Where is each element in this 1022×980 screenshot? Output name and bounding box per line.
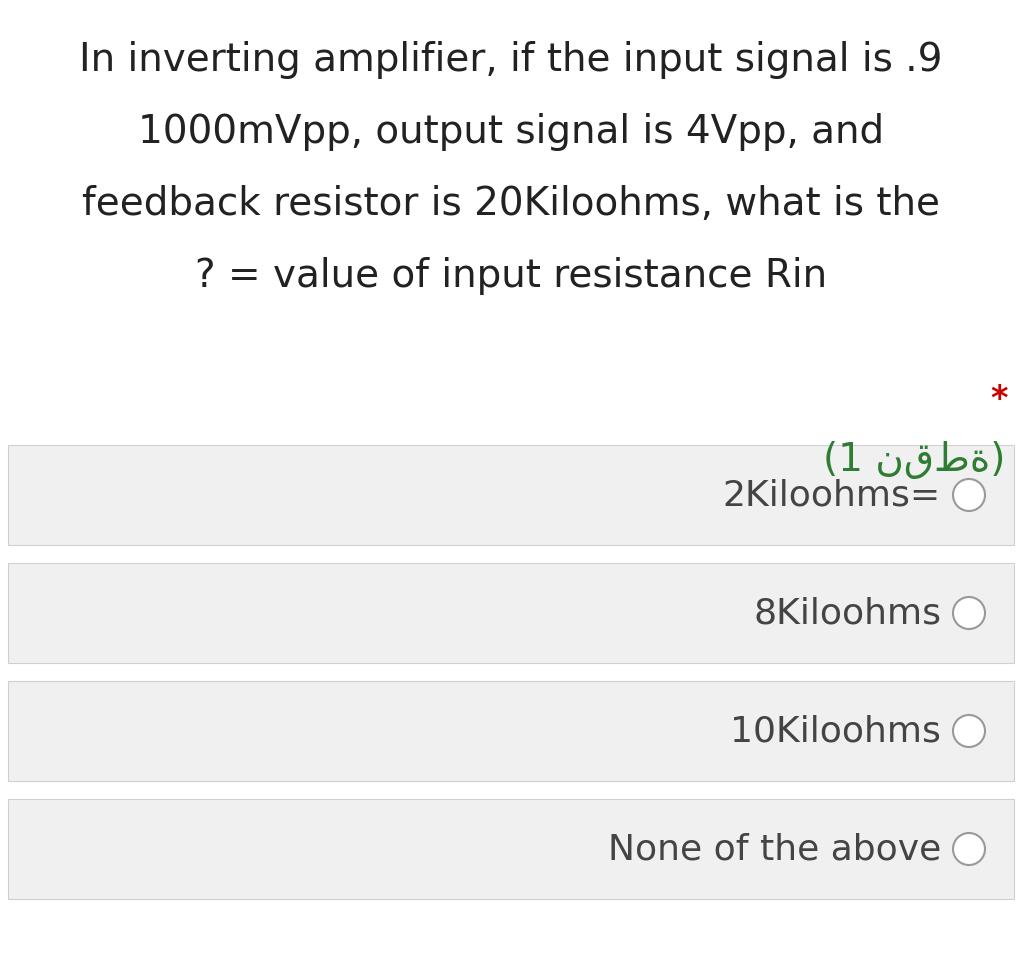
Text: In inverting amplifier, if the input signal is .9: In inverting amplifier, if the input sig… <box>80 41 942 79</box>
FancyBboxPatch shape <box>8 681 1014 781</box>
FancyBboxPatch shape <box>8 563 1014 663</box>
Text: 10Kiloohms: 10Kiloohms <box>730 714 941 748</box>
Text: (1 نقطة): (1 نقطة) <box>823 441 1005 479</box>
Text: *: * <box>990 383 1008 416</box>
FancyBboxPatch shape <box>8 445 1014 545</box>
Text: None of the above: None of the above <box>608 832 941 866</box>
Circle shape <box>953 597 985 629</box>
Text: 2Kiloohms=: 2Kiloohms= <box>723 478 941 512</box>
Text: feedback resistor is 20Kiloohms, what is the: feedback resistor is 20Kiloohms, what is… <box>82 185 940 223</box>
Circle shape <box>953 479 985 511</box>
Circle shape <box>953 715 985 747</box>
Text: 1000mVpp, output signal is 4Vpp, and: 1000mVpp, output signal is 4Vpp, and <box>138 113 884 151</box>
Text: ? = value of input resistance Rin: ? = value of input resistance Rin <box>195 257 827 295</box>
Circle shape <box>953 833 985 865</box>
FancyBboxPatch shape <box>8 799 1014 899</box>
Text: 8Kiloohms: 8Kiloohms <box>753 596 941 630</box>
